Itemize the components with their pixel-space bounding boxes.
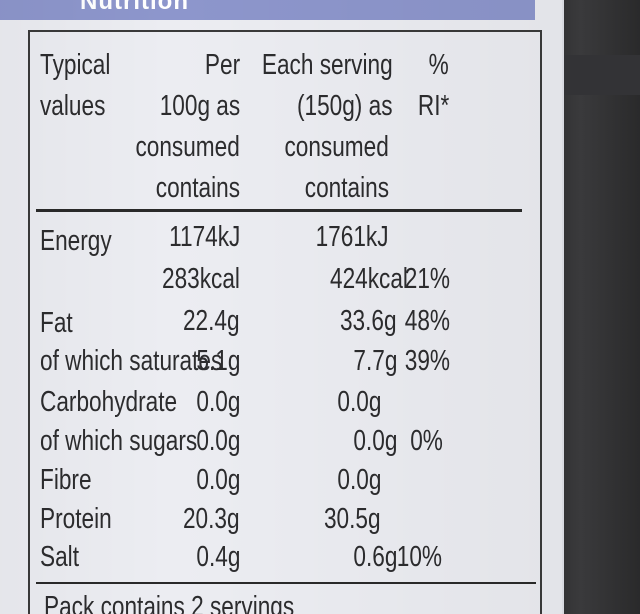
row-per100: 1174kJ <box>168 221 240 253</box>
row-name: of which sugars <box>40 425 198 457</box>
header-per100-2: 100g as <box>159 90 240 122</box>
row-per100: 0.4g <box>195 541 240 573</box>
row-serving: 424kcal <box>330 263 408 295</box>
header-band-text: Nutrition <box>80 0 189 15</box>
header-serving-1: Each serving <box>262 49 393 81</box>
footer-divider <box>36 582 536 584</box>
row-ri: 0% <box>410 425 443 457</box>
row-name: of which saturates <box>40 345 223 377</box>
row-serving: 30.5g <box>324 503 381 535</box>
table-border <box>28 30 542 614</box>
row-per100: 5.1g <box>195 345 240 377</box>
row-ri: 21% <box>404 263 450 295</box>
row-per100: 22.4g <box>183 305 240 337</box>
nutrition-label: Nutrition Typical values Per 100g as con… <box>0 0 564 614</box>
row-name: Fibre <box>40 464 92 496</box>
row-serving: 0.0g <box>352 425 397 457</box>
row-serving: 1761kJ <box>316 221 389 253</box>
row-serving: 33.6g <box>340 305 397 337</box>
row-name: Protein <box>40 503 112 535</box>
footer-text: Pack contains 2 servings <box>44 591 295 614</box>
header-ri-2: RI* <box>417 90 449 122</box>
row-ri: 39% <box>404 345 450 377</box>
row-name: Energy <box>40 225 112 257</box>
header-serving-3: consumed <box>284 131 389 163</box>
row-name: Fat <box>40 307 73 339</box>
header-band: Nutrition <box>0 0 535 20</box>
header-typical-1: Typical <box>40 49 111 81</box>
header-typical-2: values <box>40 90 106 122</box>
row-name: Salt <box>40 541 79 573</box>
row-serving: 0.6g <box>352 541 397 573</box>
header-serving-4: contains <box>304 172 389 204</box>
header-ri-1: % <box>428 49 449 81</box>
row-ri: 48% <box>404 305 450 337</box>
row-per100: 0.0g <box>195 464 240 496</box>
row-per100: 0.0g <box>195 425 240 457</box>
row-per100: 20.3g <box>183 503 240 535</box>
header-divider <box>36 209 522 212</box>
row-serving: 7.7g <box>352 345 397 377</box>
row-serving: 0.0g <box>336 386 381 418</box>
header-per100-4: contains <box>155 172 240 204</box>
row-name: Carbohydrate <box>40 386 178 418</box>
row-ri: 10% <box>396 541 442 573</box>
row-serving: 0.0g <box>336 464 381 496</box>
header-per100-3: consumed <box>135 131 240 163</box>
header-per100-1: Per <box>204 49 240 81</box>
header-serving-2: (150g) as <box>297 90 393 122</box>
row-per100: 283kcal <box>162 263 240 295</box>
row-per100: 0.0g <box>195 386 240 418</box>
